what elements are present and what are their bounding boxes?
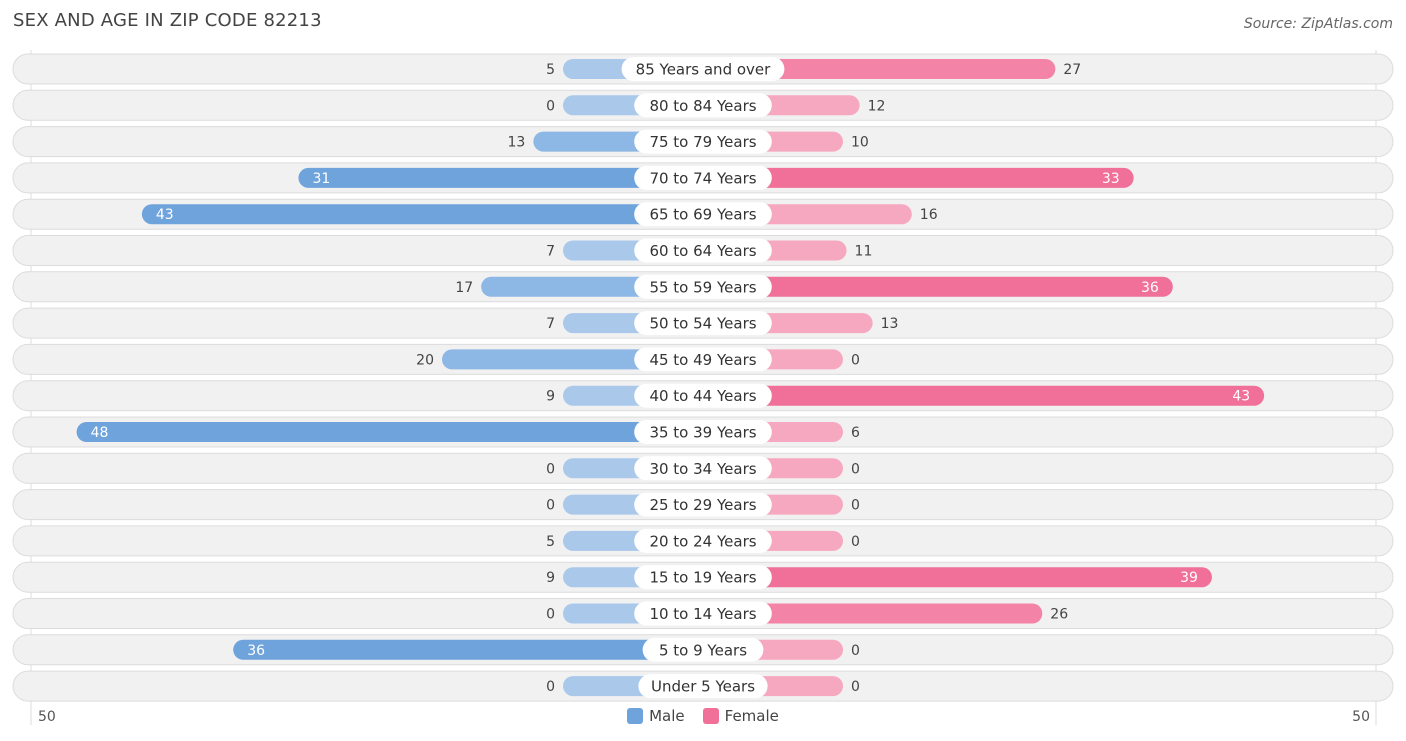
male-value-label: 0 <box>546 98 555 114</box>
legend-item-female: Female <box>702 707 779 725</box>
female-value-label: 0 <box>851 461 860 477</box>
category-pill <box>634 420 772 444</box>
male-value-label: 13 <box>508 135 526 151</box>
category-label: 25 to 29 Years <box>649 496 756 514</box>
male-value-label: 7 <box>546 244 555 260</box>
female-value-label: 26 <box>1050 607 1068 623</box>
male-value-label: 7 <box>546 316 555 332</box>
male-value-label: 9 <box>546 389 555 405</box>
female-swatch <box>702 708 719 724</box>
category-label: 80 to 84 Years <box>649 97 756 115</box>
male-value-label: 43 <box>156 207 174 223</box>
category-pill <box>634 202 772 227</box>
category-pill <box>634 492 772 517</box>
male-value-label: 0 <box>546 498 555 514</box>
bar-female <box>703 167 1134 188</box>
category-pill <box>634 129 772 154</box>
male-value-label: 9 <box>546 570 555 586</box>
female-value-label: 0 <box>851 643 860 659</box>
legend: Male Female <box>0 707 1406 725</box>
male-value-label: 36 <box>247 643 265 659</box>
female-value-label: 27 <box>1063 62 1081 78</box>
female-value-label: 0 <box>851 534 860 550</box>
category-pill <box>634 601 772 626</box>
female-value-label: 33 <box>1102 171 1120 187</box>
category-label: 15 to 19 Years <box>649 569 756 587</box>
male-value-label: 0 <box>546 679 555 695</box>
category-label: 75 to 79 Years <box>649 133 756 151</box>
female-value-label: 0 <box>851 679 860 695</box>
bar-male <box>233 639 703 660</box>
legend-item-male: Male <box>627 707 685 725</box>
male-value-label: 17 <box>455 280 473 296</box>
category-pill <box>634 238 772 263</box>
female-value-label: 39 <box>1180 570 1198 586</box>
female-value-label: 0 <box>851 498 860 514</box>
category-label: 10 to 14 Years <box>649 605 756 623</box>
category-label: 65 to 69 Years <box>649 206 756 224</box>
male-value-label: 20 <box>416 352 434 368</box>
category-pill <box>621 57 785 81</box>
female-value-label: 0 <box>851 352 860 368</box>
category-label: 5 to 9 Years <box>659 641 747 659</box>
chart-source: Source: ZipAtlas.com <box>1243 16 1393 32</box>
female-value-label: 12 <box>868 98 886 114</box>
category-pill <box>634 383 772 408</box>
category-label: 35 to 39 Years <box>649 424 756 442</box>
bar-female <box>703 567 1212 588</box>
axis-left-label: 50 <box>38 709 56 725</box>
category-label: 20 to 24 Years <box>649 532 756 550</box>
bar-male <box>141 204 704 225</box>
category-label: 55 to 59 Years <box>649 278 756 296</box>
bar-male <box>76 422 704 442</box>
category-label: 50 to 54 Years <box>649 315 756 333</box>
bar-female <box>703 276 1173 297</box>
category-pill <box>634 311 772 336</box>
legend-female-label: Female <box>724 707 779 725</box>
legend-male-label: Male <box>649 707 685 725</box>
category-pill <box>634 528 772 553</box>
axis-right-label: 50 <box>1352 709 1370 725</box>
category-label: 45 to 49 Years <box>649 351 756 369</box>
male-value-label: 0 <box>546 607 555 623</box>
category-pill <box>642 637 764 662</box>
female-value-label: 16 <box>920 207 938 223</box>
bar-female <box>703 603 1043 624</box>
category-pill <box>634 274 772 299</box>
category-pill <box>634 93 772 118</box>
male-value-label: 5 <box>546 534 555 550</box>
male-value-label: 5 <box>546 62 555 78</box>
category-label: 30 to 34 Years <box>649 460 756 478</box>
bar-female <box>703 385 1265 406</box>
bar-male <box>298 167 703 188</box>
male-swatch <box>627 708 644 724</box>
category-label: 60 to 64 Years <box>649 242 756 260</box>
chart-title: SEX AND AGE IN ZIP CODE 82213 <box>13 10 322 31</box>
male-value-label: 48 <box>91 425 109 441</box>
category-pill <box>638 674 768 699</box>
female-value-label: 13 <box>881 316 899 332</box>
male-value-label: 0 <box>546 461 555 477</box>
female-value-label: 36 <box>1141 280 1159 296</box>
category-label: 85 Years and over <box>636 61 771 79</box>
female-value-label: 10 <box>851 135 869 151</box>
female-value-label: 11 <box>855 244 873 260</box>
bar-female <box>703 59 1056 79</box>
category-pill <box>634 456 772 481</box>
male-value-label: 31 <box>312 171 330 187</box>
category-label: Under 5 Years <box>651 678 755 696</box>
category-pill <box>634 565 772 590</box>
category-pill <box>634 347 772 372</box>
category-pill <box>634 165 772 190</box>
female-value-label: 43 <box>1232 389 1250 405</box>
category-label: 70 to 74 Years <box>649 169 756 187</box>
female-value-label: 6 <box>851 425 860 441</box>
category-label: 40 to 44 Years <box>649 387 756 405</box>
